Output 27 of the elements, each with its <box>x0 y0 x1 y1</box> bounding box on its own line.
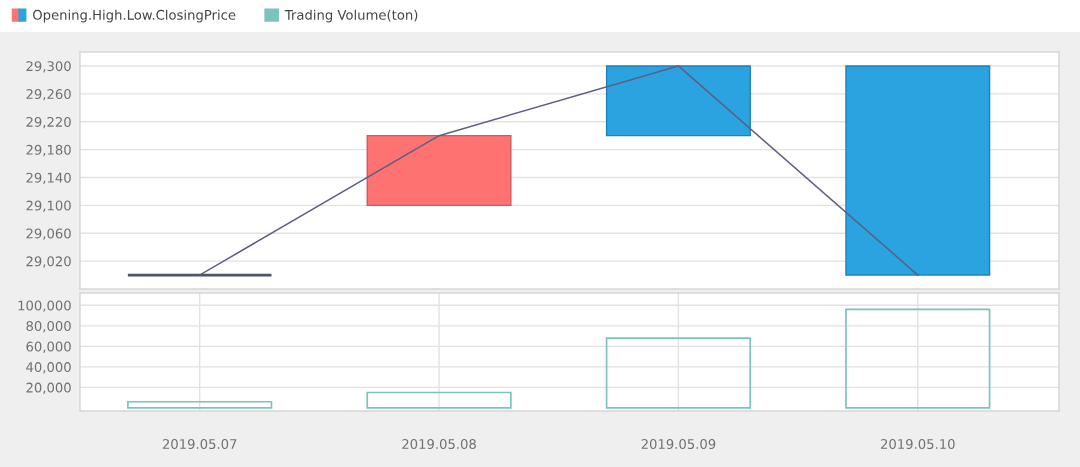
candlestick <box>845 65 991 276</box>
legend-label: Opening.High.Low.ClosingPrice <box>33 9 236 23</box>
y-tick-label: 29,140 <box>26 172 71 185</box>
bar <box>605 337 752 409</box>
y-tick-label: 29,020 <box>26 256 71 268</box>
bar <box>366 391 512 409</box>
candlestick <box>605 65 751 137</box>
y-tick-label: 100,000 <box>18 300 71 312</box>
y-tick-label: 60,000 <box>26 341 71 353</box>
x-tick-label: 2019.05.10 <box>880 439 955 449</box>
bar <box>845 308 991 409</box>
y-tick-label: 29,100 <box>26 200 71 212</box>
legend-label: Trading Volume(ton) <box>284 9 418 23</box>
candlestick <box>126 273 273 277</box>
y-tick-label: 29,260 <box>26 89 71 101</box>
x-tick-label: 2019.05.08 <box>402 439 476 449</box>
x-tick-label: 2019.05.09 <box>641 439 716 449</box>
y-tick-label: 80,000 <box>26 321 71 333</box>
y-tick-label: 29,060 <box>26 228 71 240</box>
y-tick-label: 29,300 <box>26 61 71 73</box>
y-tick-label: 20,000 <box>26 382 71 394</box>
y-tick-label: 40,000 <box>26 362 71 374</box>
candlestick <box>366 134 512 207</box>
bar <box>127 400 273 409</box>
x-tick-label: 2019.05.07 <box>162 439 237 449</box>
y-tick-label: 29,180 <box>26 144 71 157</box>
y-tick-label: 29,220 <box>26 116 71 129</box>
